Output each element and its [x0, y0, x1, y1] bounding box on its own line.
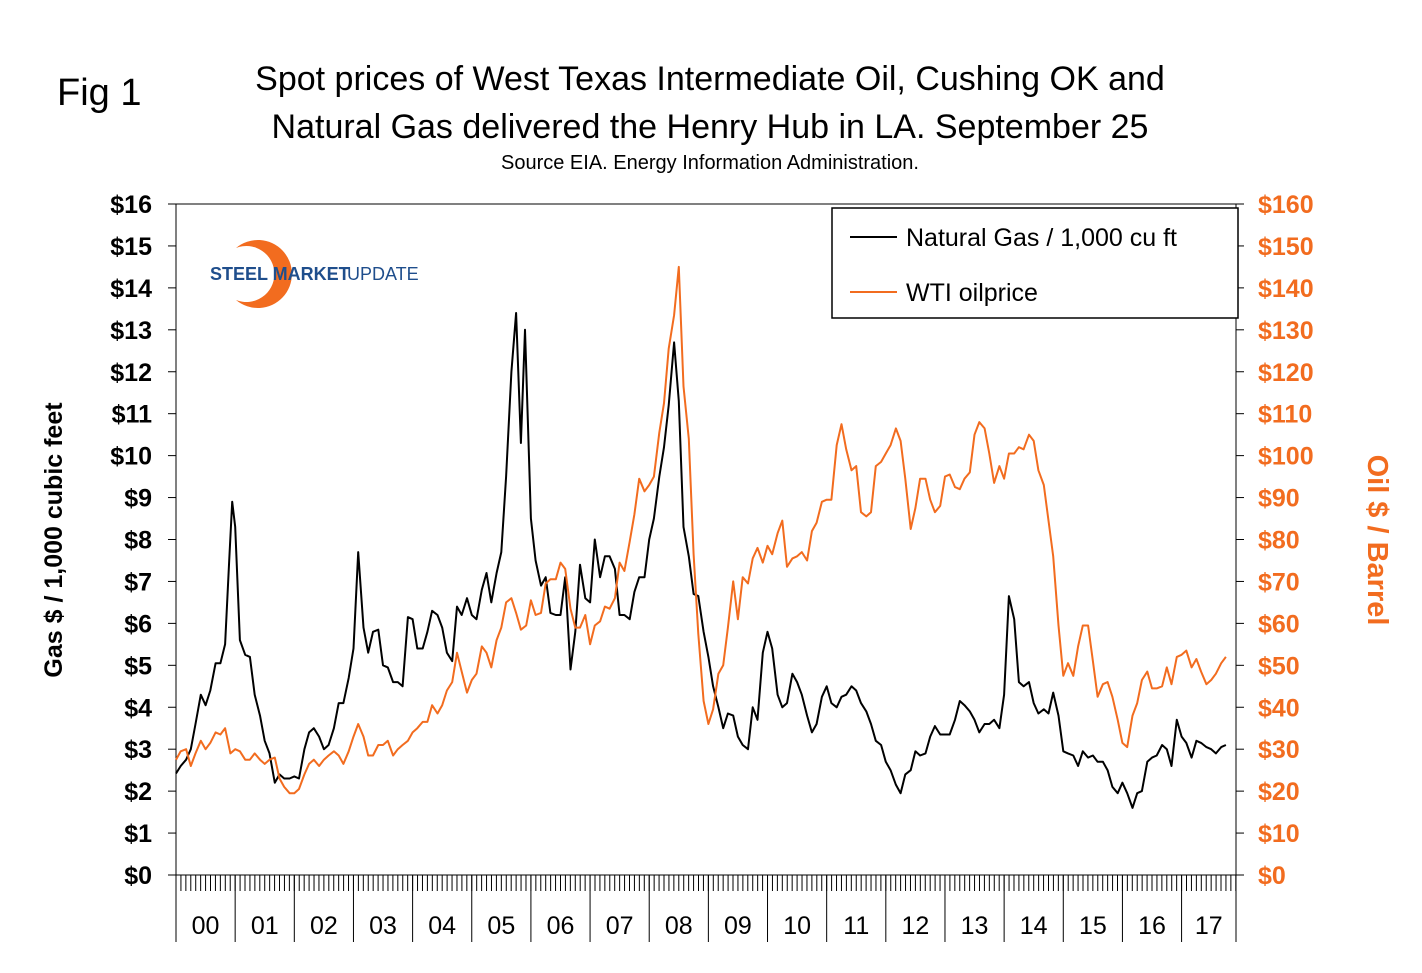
figure-label: Fig 1: [57, 72, 142, 114]
series-layer: [175, 265, 1227, 809]
y-left-tick-label: $9: [124, 485, 152, 513]
x-tick-label: 04: [428, 912, 456, 940]
x-tick-label: 01: [251, 912, 279, 940]
x-tick-label: 12: [901, 912, 929, 940]
y-right-tick-label: $40: [1258, 694, 1300, 722]
x-tick-label: 16: [1138, 912, 1166, 940]
y-left-tick-label: $1: [124, 820, 152, 848]
plot-frame: [175, 203, 1237, 876]
x-tick-label: 03: [369, 912, 397, 940]
x-tick-label: 13: [961, 912, 989, 940]
y-axis-left-label: Gas $ / 1,000 cubic feet: [40, 402, 68, 678]
x-tick-label: 15: [1079, 912, 1107, 940]
y-axis-right-label: Oil $ / Barrel: [1361, 455, 1393, 626]
y-left-tick-label: $5: [124, 652, 152, 680]
y-right-tick-label: $140: [1258, 275, 1314, 303]
legend-gas-label: Natural Gas / 1,000 cu ft: [906, 224, 1177, 252]
x-tick-label: 14: [1020, 912, 1048, 940]
y-left-tick-label: $6: [124, 610, 152, 638]
legend-box: [831, 207, 1239, 319]
y-right-tick-label: $0: [1258, 862, 1286, 890]
x-tick-label: 11: [843, 912, 869, 940]
y-right-tick-label: $60: [1258, 610, 1300, 638]
y-left-tick-label: $2: [124, 778, 152, 806]
y-left-tick-label: $11: [112, 401, 152, 429]
x-tick-label: 07: [606, 912, 634, 940]
y-left-tick-label: $7: [124, 568, 152, 596]
y-left-tick-label: $14: [110, 275, 152, 303]
y-right-tick-label: $80: [1258, 527, 1300, 555]
y-left-tick-label: $4: [124, 694, 152, 722]
legend-oil-label: WTI oilprice: [906, 279, 1038, 307]
y-right-tick-label: $130: [1258, 317, 1314, 345]
x-axis: 00 01 02 03 04 05 06 07 08 09 10 11 12 13 14 15 16 17: [175, 875, 1237, 942]
wti-oil-series-line: [175, 265, 1227, 795]
y-left-tick-label: $0: [124, 862, 152, 890]
y-right-tick-label: $20: [1258, 778, 1300, 806]
chart-title-line-1: Spot prices of West Texas Intermediate O…: [255, 60, 1165, 98]
left-axis-ticks: $0 $1 $2 $3 $4 $5 $6 $7 $8 $9 $10 $11 $12 $13 $14 $15 $1…: [110, 191, 176, 890]
plot-area-border: [175, 203, 1237, 876]
y-left-tick-label: $13: [110, 317, 152, 345]
chart-subtitle: Source EIA. Energy Information Administr…: [501, 152, 919, 174]
right-axis-ticks: $0 $10 $20 $30 $40 $50 $60 $70 $80 $90 $100 $110 $12…: [1236, 191, 1314, 890]
y-left-tick-label: $8: [124, 527, 152, 555]
x-tick-label: 06: [547, 912, 575, 940]
y-right-tick-label: $110: [1258, 401, 1312, 429]
y-right-tick-label: $10: [1258, 820, 1300, 848]
y-right-tick-label: $70: [1258, 568, 1300, 596]
x-tick-label: 10: [783, 912, 811, 940]
logo-text-light: UPDATE: [347, 264, 419, 284]
x-tick-label: 17: [1195, 912, 1223, 940]
logo-text-bold: STEEL MARKET: [210, 264, 350, 284]
steel-market-update-logo: STEEL MARKET UPDATE: [210, 240, 419, 308]
y-right-tick-label: $50: [1258, 652, 1300, 680]
legend: Natural Gas / 1,000 cu ft WTI oilprice: [831, 207, 1239, 319]
x-tick-label: 08: [665, 912, 693, 940]
natural-gas-series-line: [175, 312, 1227, 809]
x-tick-label: 00: [192, 912, 220, 940]
y-right-tick-label: $90: [1258, 485, 1300, 513]
y-right-tick-label: $30: [1258, 736, 1300, 764]
y-right-tick-label: $100: [1258, 443, 1314, 471]
y-left-tick-label: $16: [110, 191, 152, 219]
x-tick-label: 05: [487, 912, 515, 940]
y-left-tick-label: $12: [110, 359, 152, 387]
y-left-tick-label: $10: [110, 443, 152, 471]
y-left-tick-label: $15: [110, 233, 152, 261]
chart-title-line-2: Natural Gas delivered the Henry Hub in L…: [271, 108, 1149, 146]
y-right-tick-label: $150: [1258, 233, 1314, 261]
x-tick-label: 02: [310, 912, 338, 940]
logo-swoosh-icon: [236, 240, 292, 308]
y-right-tick-label: $160: [1258, 191, 1314, 219]
y-right-tick-label: $120: [1258, 359, 1314, 387]
y-left-tick-label: $3: [124, 736, 152, 764]
x-tick-label: 09: [724, 912, 752, 940]
